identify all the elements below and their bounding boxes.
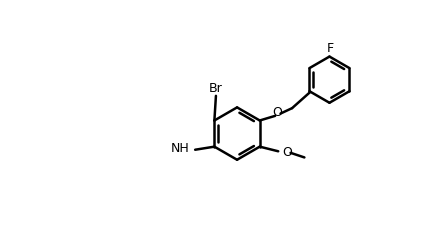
Text: F: F: [327, 42, 334, 55]
Text: O: O: [282, 146, 292, 159]
Text: NH: NH: [171, 142, 190, 155]
Text: Br: Br: [209, 82, 223, 95]
Text: O: O: [273, 106, 282, 119]
